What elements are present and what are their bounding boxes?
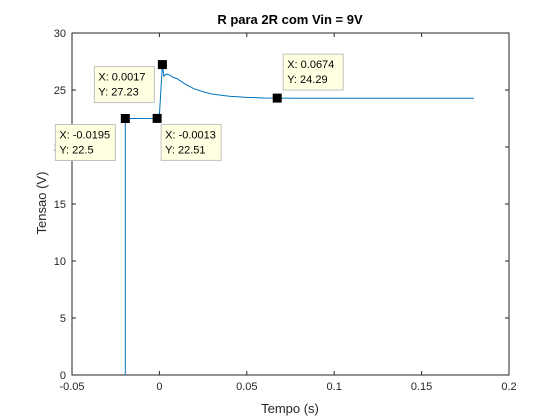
- datatip-y-label: Y: 22.5: [59, 145, 93, 157]
- datatips-layer: X: -0.0195 Y: 22.5 X: 0.0017 Y: 27.23 X: -0.…: [54, 53, 344, 161]
- datatip: X: -0.0013 Y: 22.51: [152, 113, 222, 161]
- datatip-marker: [152, 113, 162, 123]
- y-tick-label: 0: [60, 370, 66, 382]
- x-tick-label: 0.05: [236, 381, 257, 393]
- datatip: X: 0.0674 Y: 24.29: [272, 53, 344, 103]
- datatip-box: [282, 53, 344, 91]
- datatip: X: -0.0195 Y: 22.5: [54, 114, 130, 161]
- y-tick-label: 25: [54, 85, 66, 97]
- x-tick-label: 0.2: [501, 381, 516, 393]
- y-tick-label: 5: [60, 313, 66, 325]
- datatip-marker: [272, 93, 282, 103]
- datatip-marker: [157, 60, 167, 70]
- datatip-x-label: X: -0.0013: [165, 129, 216, 141]
- x-tick-label: 0.15: [411, 381, 432, 393]
- x-tick-label: 0.1: [327, 381, 342, 393]
- chart-title: R para 2R com Vin = 9V: [217, 12, 363, 27]
- x-tick-label: -0.05: [59, 381, 84, 393]
- y-tick-label: 15: [54, 199, 66, 211]
- x-tick-label: 0: [156, 381, 162, 393]
- y-tick-label: 30: [54, 28, 66, 40]
- datatip-y-label: Y: 27.23: [98, 87, 138, 99]
- datatip-box: [93, 66, 155, 104]
- y-tick-label: 10: [54, 256, 66, 268]
- datatip-y-label: Y: 24.29: [287, 74, 327, 86]
- x-axis-label: Tempo (s): [261, 401, 319, 416]
- datatip-x-label: X: 0.0674: [287, 59, 334, 71]
- datatip-box: [160, 123, 222, 161]
- datatip-y-label: Y: 22.51: [165, 144, 205, 156]
- datatip-marker: [120, 114, 130, 123]
- y-axis-label: Tensao (V): [34, 172, 49, 235]
- datatip: X: 0.0017 Y: 27.23: [93, 60, 167, 104]
- datatip-x-label: X: -0.0195: [59, 130, 110, 142]
- datatip-box: [54, 124, 116, 161]
- datatip-x-label: X: 0.0017: [98, 72, 145, 84]
